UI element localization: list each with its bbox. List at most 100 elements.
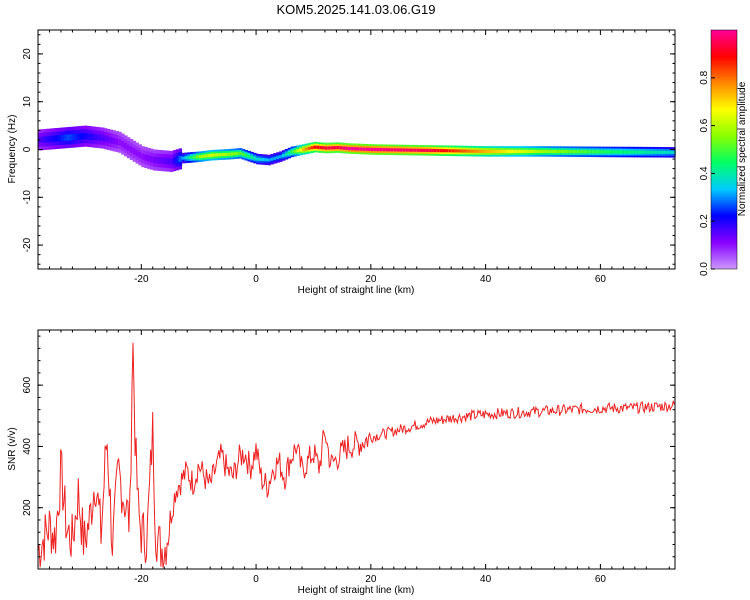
spectral-cell	[508, 149, 513, 153]
spectral-cell	[69, 134, 74, 141]
spectral-cell	[256, 157, 260, 161]
spectral-cell	[390, 148, 395, 152]
spectral-cell	[425, 148, 429, 152]
spectral-cell	[396, 148, 401, 152]
spectral-cell	[583, 150, 587, 154]
spectrogram-x-ticks: -20 0 20 40 60	[37, 30, 670, 285]
spectral-cell	[103, 135, 108, 142]
spectral-cell	[439, 149, 444, 153]
spectral-cell	[192, 155, 197, 159]
spectral-cell	[60, 134, 65, 142]
spectral-cell	[324, 146, 329, 150]
spectral-cell	[333, 146, 338, 150]
spectral-cell	[419, 148, 424, 152]
spectral-cell	[399, 148, 404, 152]
spectral-cell	[370, 147, 375, 152]
spectral-cell	[264, 158, 269, 162]
spectral-cell	[66, 134, 71, 141]
spectral-ridge	[38, 125, 676, 172]
spectral-cell	[261, 157, 266, 162]
spectral-cell	[548, 149, 553, 154]
spectral-cell	[75, 133, 79, 140]
spectrogram-x-tick-label: 20	[365, 274, 377, 285]
spectral-cell	[290, 150, 294, 154]
spectral-cell	[155, 157, 160, 164]
spectral-cell	[393, 148, 398, 152]
spectral-cell	[611, 150, 616, 154]
spectral-cell	[52, 135, 56, 142]
spectral-cell	[528, 149, 533, 153]
spectrogram-y-tick-label: -10	[22, 190, 33, 205]
spectral-cell	[241, 152, 246, 156]
spectral-cell	[514, 149, 518, 153]
spectral-cell	[365, 147, 369, 151]
spectral-cell	[428, 148, 432, 153]
spectral-cell	[474, 149, 478, 153]
spectral-cell	[540, 149, 544, 153]
spectral-cell	[522, 149, 527, 153]
colorbar-label: Normalized spectral amplitude	[737, 81, 748, 216]
spectral-cell	[198, 155, 203, 159]
spectral-cell	[115, 138, 119, 145]
snr-x-tick-label: 20	[365, 574, 377, 585]
spectral-cell	[178, 155, 183, 163]
colorbar-gradient	[710, 29, 738, 270]
spectral-cell	[416, 148, 421, 152]
spectral-cell	[72, 133, 76, 141]
spectral-cell	[660, 150, 665, 154]
spectral-cell	[482, 149, 487, 153]
spectral-cell	[643, 150, 647, 154]
spectral-cell	[304, 147, 309, 151]
spectral-cell	[502, 149, 507, 153]
spectral-cell	[316, 145, 320, 149]
spectral-cell	[353, 147, 358, 151]
spectral-cell	[147, 155, 151, 162]
spectral-cell	[588, 150, 593, 154]
spectral-cell	[471, 149, 475, 153]
spectral-cell	[270, 157, 274, 161]
spectral-cell	[603, 150, 607, 154]
spectral-cell	[284, 152, 289, 156]
spectral-cell	[609, 150, 613, 154]
spectral-cell	[95, 134, 99, 141]
spectral-cell	[571, 150, 576, 154]
spectral-cell	[408, 148, 412, 152]
spectral-cell	[207, 154, 211, 158]
spectral-cell	[279, 155, 283, 159]
spectral-cell	[63, 134, 68, 141]
spectrogram-y-axis-label: Frequency (Hz)	[7, 115, 18, 184]
spectral-cell	[319, 146, 323, 150]
spectrogram-y-tick-label: 10	[22, 96, 33, 108]
spectral-cell	[101, 134, 105, 142]
spectral-cell	[494, 149, 498, 153]
spectral-cell	[462, 149, 467, 153]
spectral-cell	[520, 149, 524, 153]
spectral-cell	[451, 149, 455, 153]
spectral-cell	[663, 150, 667, 154]
spectral-cell	[620, 150, 624, 154]
spectral-cell	[92, 133, 96, 141]
spectral-cell	[600, 150, 604, 154]
spectral-cell	[554, 149, 558, 154]
spectral-cell	[204, 154, 208, 158]
spectral-cell	[339, 146, 343, 150]
spectral-cell	[456, 149, 461, 153]
spectral-cell	[181, 156, 185, 160]
spectrogram-x-axis-label: Height of straight line (km)	[298, 285, 415, 296]
spectral-cell	[244, 153, 249, 157]
spectral-cell	[445, 149, 449, 153]
spectral-cell	[78, 133, 82, 140]
spectral-cell	[672, 150, 676, 154]
spectral-cell	[167, 158, 171, 165]
spectral-cell	[617, 150, 622, 154]
chart-title: KOM5.2025.141.03.06.G19	[276, 2, 435, 17]
spectral-cell	[89, 133, 94, 140]
spectral-cell	[485, 149, 490, 153]
spectral-cell	[629, 150, 633, 154]
spectral-cell	[594, 150, 599, 154]
spectral-cell	[164, 157, 168, 165]
spectral-cell	[43, 136, 48, 143]
spectral-cell	[224, 152, 228, 157]
snr-x-tick-label: 40	[480, 574, 492, 585]
